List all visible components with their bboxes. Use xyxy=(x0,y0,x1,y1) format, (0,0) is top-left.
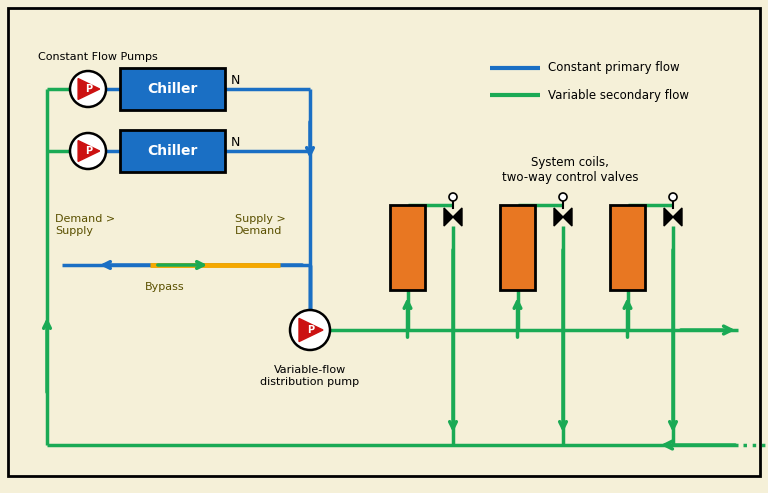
Polygon shape xyxy=(554,208,563,226)
Text: Chiller: Chiller xyxy=(147,82,197,96)
Text: Chiller: Chiller xyxy=(147,144,197,158)
Text: Constant Flow Pumps: Constant Flow Pumps xyxy=(38,52,157,62)
Circle shape xyxy=(290,310,330,350)
Circle shape xyxy=(449,193,457,201)
Bar xyxy=(500,205,535,290)
Polygon shape xyxy=(299,318,323,342)
Bar xyxy=(610,205,645,290)
Polygon shape xyxy=(563,208,572,226)
Bar xyxy=(120,130,225,172)
Circle shape xyxy=(70,71,106,107)
Polygon shape xyxy=(444,208,453,226)
Circle shape xyxy=(70,133,106,169)
Text: P: P xyxy=(85,146,92,156)
Circle shape xyxy=(559,193,567,201)
Text: N: N xyxy=(231,136,240,149)
Bar xyxy=(120,68,225,110)
Text: Demand >
Supply: Demand > Supply xyxy=(55,214,115,236)
Polygon shape xyxy=(78,141,100,161)
Polygon shape xyxy=(664,208,673,226)
Bar xyxy=(390,205,425,290)
Text: System coils,
two-way control valves: System coils, two-way control valves xyxy=(502,156,638,184)
Text: Constant primary flow: Constant primary flow xyxy=(548,62,680,74)
Polygon shape xyxy=(453,208,462,226)
Text: P: P xyxy=(307,325,315,335)
Polygon shape xyxy=(673,208,682,226)
Circle shape xyxy=(669,193,677,201)
Text: N: N xyxy=(231,74,240,87)
Text: Bypass: Bypass xyxy=(145,282,185,292)
Text: Variable-flow
distribution pump: Variable-flow distribution pump xyxy=(260,365,359,387)
Polygon shape xyxy=(78,78,100,100)
Text: P: P xyxy=(85,84,92,94)
Text: Supply >
Demand: Supply > Demand xyxy=(235,214,286,236)
Text: Variable secondary flow: Variable secondary flow xyxy=(548,89,689,102)
